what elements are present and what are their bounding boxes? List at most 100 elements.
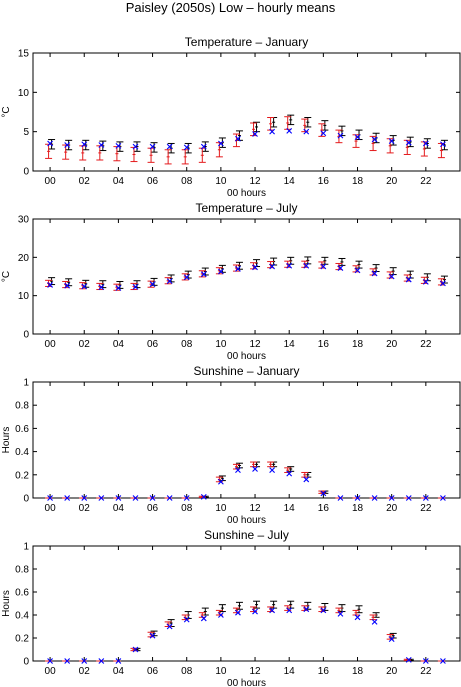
errorbar-point [270, 117, 278, 128]
x-marker-stroke [183, 144, 190, 151]
plot-area [32, 381, 461, 499]
x-marker-point [320, 490, 327, 497]
x-marker-stroke [115, 142, 122, 149]
errorbar-point [96, 145, 104, 161]
x-marker-stroke [200, 615, 207, 622]
x-marker-stroke [132, 143, 139, 150]
errorbar-point [164, 149, 172, 165]
x-marker-point [252, 131, 258, 137]
chart-title: Temperature – January [185, 35, 308, 49]
x-marker-point [81, 658, 88, 664]
x-marker-stroke [422, 495, 429, 501]
x-marker-stroke [98, 142, 105, 148]
x-marker-stroke [115, 658, 122, 664]
x-marker-point [64, 658, 71, 664]
y-tick-label: 10 [18, 291, 30, 302]
x-tick-label: 20 [386, 339, 398, 350]
errorbar-point [181, 149, 189, 165]
x-marker-stroke [64, 658, 71, 664]
plot-area [32, 545, 461, 662]
x-marker-point [149, 281, 156, 288]
x-marker-stroke [166, 143, 173, 150]
x-marker-point [166, 278, 173, 284]
x-marker-point [235, 467, 241, 474]
x-marker-point [422, 658, 429, 664]
x-marker-stroke [64, 142, 71, 148]
x-marker-stroke [200, 493, 207, 500]
x-marker-stroke [303, 262, 310, 269]
chart-panel [32, 545, 461, 664]
x-tick-label: 04 [113, 176, 125, 187]
errorbar-point [284, 116, 292, 130]
x-tick-label: 18 [352, 339, 364, 350]
x-axis-label: 00 hours [227, 188, 266, 199]
x-marker-stroke [132, 646, 139, 653]
x-marker-stroke [371, 495, 378, 501]
x-marker-point [320, 607, 327, 614]
x-marker-stroke [149, 143, 156, 150]
x-marker-stroke [405, 276, 412, 283]
x-marker-stroke [217, 268, 224, 275]
x-marker-point [132, 143, 139, 150]
x-marker-point [303, 606, 310, 613]
x-tick-label: 18 [352, 666, 364, 677]
x-tick-label: 10 [215, 339, 227, 350]
x-marker-stroke [252, 608, 258, 615]
x-tick-label: 20 [386, 666, 398, 677]
x-tick-label: 10 [215, 666, 227, 677]
x-marker-point [149, 632, 156, 639]
x-tick-label: 22 [420, 666, 432, 677]
x-marker-point [269, 128, 276, 135]
chart-panel [32, 218, 461, 335]
x-marker-point [269, 607, 276, 614]
y-axis-label: Hours [1, 590, 12, 617]
x-tick-label: 14 [284, 666, 296, 677]
x-marker-point [371, 495, 378, 501]
x-marker-point [81, 283, 88, 290]
x-marker-point [388, 495, 395, 501]
x-marker-point [252, 466, 258, 472]
x-axis-label: 00 hours [227, 678, 266, 687]
x-marker-point [217, 268, 224, 275]
errorbar-point [235, 601, 243, 610]
x-marker-point [200, 493, 207, 500]
errorbar-point [79, 145, 87, 161]
x-tick-label: 14 [284, 339, 296, 350]
y-tick-label: 0.8 [15, 401, 29, 412]
x-marker-stroke [286, 262, 293, 269]
errorbar-point [198, 147, 206, 163]
x-tick-label: 16 [318, 503, 330, 514]
errorbar-point [389, 267, 397, 276]
errorbar-point [113, 146, 121, 162]
chart-title: Sunshine – July [204, 528, 289, 542]
x-marker-point [320, 263, 327, 270]
x-tick-label: 18 [352, 176, 364, 187]
x-marker-point [337, 265, 344, 271]
x-marker-point [115, 658, 122, 664]
errorbar-point [45, 143, 53, 159]
errorbar-point [318, 123, 326, 137]
y-tick-label: 10 [18, 88, 30, 99]
x-marker-stroke [200, 143, 207, 150]
x-marker-stroke [337, 265, 344, 271]
x-marker-stroke [132, 495, 139, 501]
x-marker-stroke [166, 623, 173, 630]
x-tick-label: 16 [318, 339, 330, 350]
x-marker-point [269, 467, 276, 474]
chart-title: Sunshine – January [193, 364, 299, 378]
x-marker-stroke [269, 263, 276, 270]
x-marker-point [217, 612, 224, 618]
x-marker-stroke [371, 136, 378, 143]
x-marker-point [166, 143, 173, 150]
errorbar-point [198, 270, 206, 278]
x-marker-stroke [337, 610, 344, 617]
errorbar-point [130, 146, 138, 163]
errorbar-point [287, 600, 295, 609]
x-marker-stroke [235, 135, 241, 142]
y-tick-label: 0 [23, 330, 29, 341]
y-tick-label: 15 [18, 49, 30, 60]
x-marker-stroke [440, 658, 446, 664]
x-tick-label: 02 [79, 176, 91, 187]
x-marker-point [337, 610, 344, 617]
